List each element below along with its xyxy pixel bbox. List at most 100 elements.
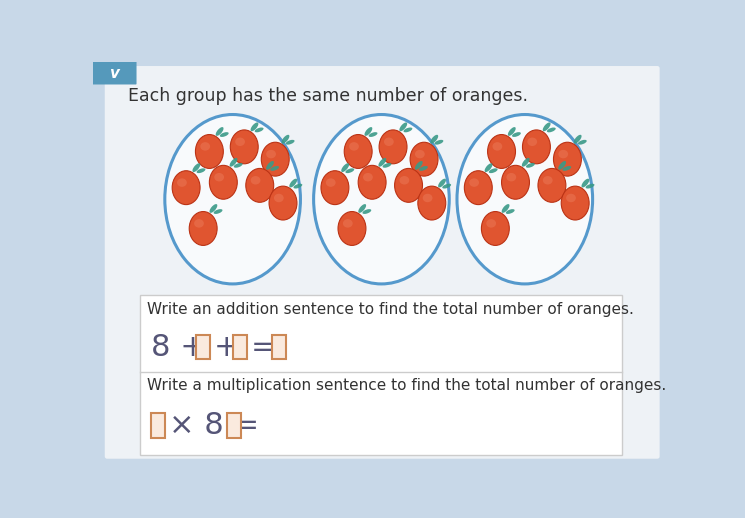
- Ellipse shape: [586, 184, 595, 189]
- Text: v: v: [109, 66, 119, 81]
- Ellipse shape: [364, 127, 372, 136]
- Ellipse shape: [527, 138, 537, 146]
- Ellipse shape: [438, 179, 446, 188]
- Ellipse shape: [358, 204, 366, 213]
- Ellipse shape: [415, 161, 422, 170]
- Ellipse shape: [422, 194, 433, 202]
- Ellipse shape: [543, 122, 551, 131]
- Ellipse shape: [246, 168, 273, 203]
- Ellipse shape: [362, 209, 371, 214]
- Ellipse shape: [274, 194, 284, 202]
- Ellipse shape: [209, 165, 237, 199]
- Ellipse shape: [554, 142, 581, 176]
- Ellipse shape: [395, 168, 422, 203]
- Bar: [227, 413, 241, 438]
- Text: =: =: [251, 333, 277, 362]
- Ellipse shape: [294, 184, 302, 189]
- Ellipse shape: [582, 179, 589, 188]
- Ellipse shape: [286, 140, 294, 145]
- Ellipse shape: [235, 138, 245, 146]
- Text: × 8 =: × 8 =: [169, 411, 259, 440]
- Ellipse shape: [378, 158, 386, 167]
- Ellipse shape: [486, 219, 496, 227]
- Ellipse shape: [543, 176, 553, 184]
- Ellipse shape: [215, 173, 224, 181]
- Ellipse shape: [192, 163, 200, 172]
- Ellipse shape: [165, 114, 300, 284]
- Ellipse shape: [561, 186, 589, 220]
- Ellipse shape: [282, 135, 289, 143]
- Ellipse shape: [209, 204, 218, 213]
- Ellipse shape: [501, 204, 510, 213]
- Bar: [139, 295, 623, 455]
- Text: 8 +: 8 +: [151, 333, 206, 362]
- Ellipse shape: [189, 211, 217, 246]
- Ellipse shape: [418, 186, 446, 220]
- Bar: [233, 335, 247, 359]
- Ellipse shape: [492, 142, 502, 151]
- Ellipse shape: [410, 142, 438, 176]
- Ellipse shape: [379, 130, 407, 164]
- Ellipse shape: [255, 127, 264, 132]
- Ellipse shape: [487, 135, 516, 168]
- Ellipse shape: [194, 219, 204, 227]
- Bar: [151, 413, 165, 438]
- Ellipse shape: [404, 127, 412, 132]
- Ellipse shape: [457, 114, 592, 284]
- Ellipse shape: [321, 171, 349, 205]
- Ellipse shape: [220, 132, 229, 137]
- Ellipse shape: [200, 142, 210, 151]
- Bar: [196, 335, 210, 359]
- Ellipse shape: [346, 168, 354, 173]
- Ellipse shape: [289, 179, 297, 188]
- Ellipse shape: [566, 194, 576, 202]
- Ellipse shape: [216, 127, 224, 136]
- Ellipse shape: [369, 132, 378, 137]
- Ellipse shape: [269, 186, 297, 220]
- Ellipse shape: [230, 130, 259, 164]
- Ellipse shape: [363, 173, 372, 181]
- Ellipse shape: [506, 209, 515, 214]
- Ellipse shape: [522, 158, 530, 167]
- Text: Each group has the same number of oranges.: Each group has the same number of orange…: [128, 87, 528, 105]
- Ellipse shape: [484, 163, 492, 172]
- Ellipse shape: [562, 166, 571, 171]
- Ellipse shape: [343, 219, 352, 227]
- Ellipse shape: [558, 161, 566, 170]
- Ellipse shape: [501, 165, 530, 199]
- Ellipse shape: [558, 150, 568, 159]
- Ellipse shape: [250, 176, 261, 184]
- Ellipse shape: [526, 163, 535, 168]
- Ellipse shape: [344, 135, 372, 168]
- Ellipse shape: [507, 173, 516, 181]
- Ellipse shape: [578, 140, 587, 145]
- Ellipse shape: [214, 209, 223, 214]
- Ellipse shape: [419, 166, 428, 171]
- Ellipse shape: [197, 168, 206, 173]
- Ellipse shape: [522, 130, 551, 164]
- Ellipse shape: [229, 158, 238, 167]
- Bar: [272, 335, 286, 359]
- Ellipse shape: [383, 163, 391, 168]
- Ellipse shape: [399, 176, 409, 184]
- Ellipse shape: [431, 135, 438, 143]
- Ellipse shape: [250, 122, 259, 131]
- Ellipse shape: [314, 114, 449, 284]
- Ellipse shape: [195, 135, 223, 168]
- Ellipse shape: [538, 168, 566, 203]
- Ellipse shape: [469, 178, 479, 187]
- Ellipse shape: [512, 132, 521, 137]
- Text: Write an addition sentence to find the total number of oranges.: Write an addition sentence to find the t…: [148, 303, 634, 318]
- Ellipse shape: [349, 142, 359, 151]
- FancyBboxPatch shape: [92, 62, 136, 84]
- Ellipse shape: [434, 140, 443, 145]
- Ellipse shape: [234, 163, 243, 168]
- Ellipse shape: [464, 171, 492, 205]
- Ellipse shape: [508, 127, 516, 136]
- Ellipse shape: [443, 184, 451, 189]
- FancyBboxPatch shape: [105, 66, 659, 459]
- Ellipse shape: [172, 171, 200, 205]
- Ellipse shape: [261, 142, 289, 176]
- Ellipse shape: [489, 168, 498, 173]
- Ellipse shape: [415, 150, 425, 159]
